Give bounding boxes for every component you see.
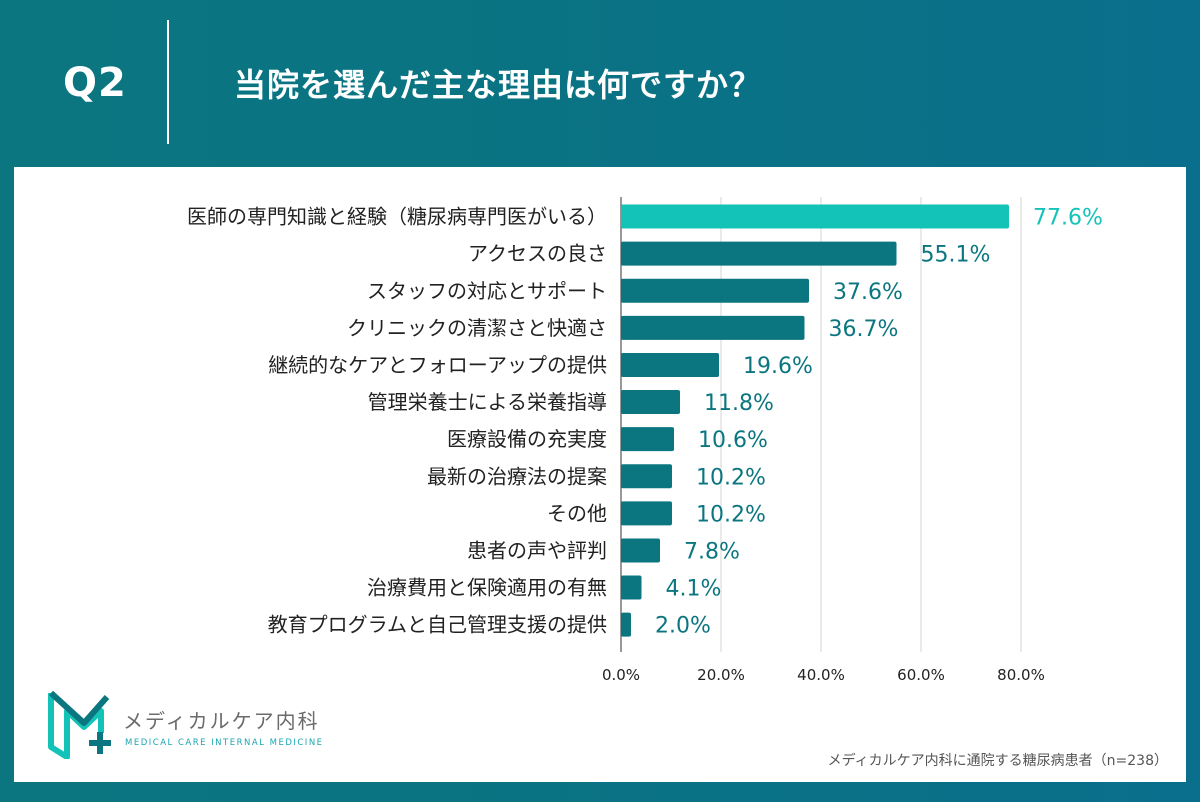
category-label: 治療費用と保険適用の有無	[367, 576, 607, 600]
x-tick-label: 20.0%	[697, 666, 745, 682]
category-label: 教育プログラムと自己管理支援の提供	[268, 613, 607, 637]
data-label: 19.6%	[743, 354, 813, 379]
clinic-name-english: MEDICAL CARE INTERNAL MEDICINE	[125, 738, 324, 748]
data-label: 10.2%	[696, 465, 766, 490]
bar	[621, 501, 672, 526]
header-divider	[167, 20, 169, 144]
bar-chart: 0.0% 20.0% 40.0% 60.0% 80.0% 医師の専門知識と経験（糖尿病専門…	[187, 197, 1103, 682]
data-label: 10.6%	[698, 428, 768, 453]
bar	[621, 390, 680, 415]
clinic-logo-mark-icon	[48, 690, 111, 760]
category-label: 患者の声や評判	[467, 538, 607, 562]
x-tick-label: 60.0%	[897, 666, 945, 682]
sample-note: メディカルケア内科に通院する糖尿病患者（n=238）	[827, 753, 1168, 769]
bar	[621, 427, 674, 452]
bar	[621, 575, 642, 600]
category-label: 医療設備の充実度	[447, 427, 607, 451]
data-label: 4.1%	[666, 577, 722, 602]
bar	[621, 352, 719, 377]
question-number: Q2	[63, 60, 127, 106]
data-label: 7.8%	[684, 539, 740, 564]
x-tick-label: 40.0%	[797, 666, 845, 682]
category-label: その他	[547, 501, 607, 525]
bar	[621, 204, 1009, 229]
question-title: 当院を選んだ主な理由は何ですか？	[234, 66, 763, 104]
category-label: 継続的なケアとフォローアップの提供	[268, 353, 607, 377]
data-label: 37.6%	[833, 280, 903, 305]
bar	[621, 612, 631, 637]
data-label: 10.2%	[696, 502, 766, 527]
data-label: 36.7%	[829, 317, 899, 342]
data-label: 77.6%	[1033, 206, 1103, 231]
data-label: 55.1%	[921, 243, 991, 268]
category-label: クリニックの清潔さと快適さ	[347, 316, 607, 340]
x-tick-label: 0.0%	[602, 666, 640, 682]
category-label: スタッフの対応とサポート	[367, 279, 607, 303]
data-label: 2.0%	[655, 614, 711, 639]
clinic-logo: メディカルケア内科 MEDICAL CARE INTERNAL MEDICINE	[47, 687, 347, 767]
bar	[621, 464, 672, 489]
category-label: アクセスの良さ	[468, 242, 607, 266]
bar	[621, 315, 805, 340]
bar	[621, 278, 809, 303]
bar	[621, 241, 897, 266]
data-label: 11.8%	[704, 391, 774, 416]
category-label: 管理栄養士による栄養指導	[368, 390, 607, 414]
category-label: 医師の専門知識と経験（糖尿病専門医がいる）	[187, 205, 607, 229]
category-label: 最新の治療法の提案	[427, 464, 607, 488]
clinic-name: メディカルケア内科	[123, 709, 320, 733]
chart-panel: 0.0% 20.0% 40.0% 60.0% 80.0% 医師の専門知識と経験（糖尿病専門…	[14, 167, 1186, 782]
bar	[621, 538, 660, 563]
x-tick-label: 80.0%	[997, 666, 1045, 682]
header: Q2 当院を選んだ主な理由は何ですか？	[0, 0, 1200, 165]
